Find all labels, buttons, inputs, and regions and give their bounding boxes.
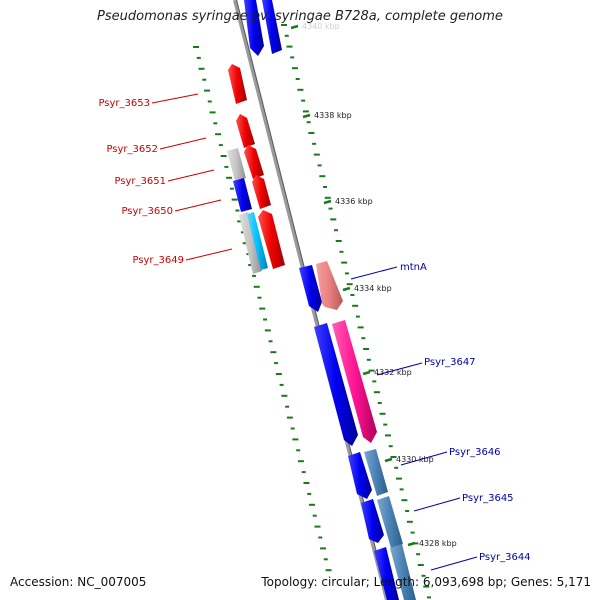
tick-label: 4330 kbp <box>396 455 434 464</box>
forward-strand-genes <box>244 0 416 600</box>
leader-psyr-3653 <box>151 93 199 104</box>
gene-label-psyr-3644[interactable]: Psyr_3644 <box>479 552 531 563</box>
gene-arrow-psyr-3651[interactable] <box>244 145 264 179</box>
gene-label-psyr-3653[interactable]: Psyr_3653 <box>98 98 150 109</box>
gene-arrow-blue-3[interactable] <box>348 452 372 499</box>
gc-skew-dots-left <box>193 46 332 572</box>
leader-psyr-3645 <box>413 497 461 512</box>
map-title: Pseudomonas syringae pv. syringae B728a,… <box>97 9 503 24</box>
gene-label-psyr-3645[interactable]: Psyr_3645 <box>462 493 514 504</box>
gene-arrow-top[interactable] <box>244 0 264 56</box>
tick-mark <box>384 457 393 463</box>
leader-psyr-3649 <box>185 248 233 261</box>
gene-labels: Psyr_3653 Psyr_3652 Psyr_3651 Psyr_3650 … <box>98 98 530 563</box>
gene-label-psyr-3651[interactable]: Psyr_3651 <box>114 176 166 187</box>
leader-mtna <box>350 266 398 280</box>
tick-label: 4334 kbp <box>354 284 392 293</box>
gene-block-cyan <box>247 212 268 270</box>
gene-block-gray-1 <box>227 148 246 181</box>
gene-block-psyr-3645 <box>377 496 403 548</box>
gc-skew-dots-right <box>281 24 432 599</box>
leader-psyr-3644 <box>430 556 478 571</box>
gene-block-psyr-3646 <box>364 449 388 496</box>
gene-block-blue-1 <box>233 178 252 212</box>
gene-block-blue-5 <box>374 547 399 600</box>
gene-arrow-blue-2[interactable] <box>314 323 358 446</box>
tick-mark <box>302 113 311 119</box>
tick-mark <box>290 24 299 30</box>
reverse-strand-genes <box>227 64 285 274</box>
tick-label: 4340 kbp <box>302 22 340 31</box>
gene-label-psyr-3647[interactable]: Psyr_3647 <box>424 357 476 368</box>
gene-label-psyr-3652[interactable]: Psyr_3652 <box>106 144 158 155</box>
leader-psyr-3652 <box>159 137 207 150</box>
tick-label: 4328 kbp <box>419 539 457 548</box>
leader-psyr-3651 <box>167 169 215 182</box>
gene-arrow-psyr-3649[interactable] <box>258 210 285 269</box>
tick-label: 4332 kbp <box>374 368 412 377</box>
gene-arrow-psyr-3650[interactable] <box>252 175 271 209</box>
leader-psyr-3646 <box>400 451 448 466</box>
gene-arrow-blue-4[interactable] <box>361 499 384 543</box>
accession-text: Accession: NC_007005 <box>10 575 147 589</box>
gene-block-psyr-3644 <box>390 544 416 600</box>
tick-mark <box>362 370 371 376</box>
gene-arrow-psyr-3652[interactable] <box>236 114 255 148</box>
gene-label-psyr-3650[interactable]: Psyr_3650 <box>121 206 173 217</box>
tick-label: 4338 kbp <box>314 111 352 120</box>
gene-arrow-psyr-3653[interactable] <box>228 64 247 104</box>
gene-label-psyr-3649[interactable]: Psyr_3649 <box>132 255 184 266</box>
gene-arrow-blue-1[interactable] <box>299 265 322 312</box>
gene-label-mtna[interactable]: mtnA <box>400 262 427 273</box>
leader-psyr-3650 <box>174 199 222 212</box>
genome-summary-text: Topology: circular; Length: 6,093,698 bp… <box>261 575 591 589</box>
gene-block-gray-2 <box>239 212 262 274</box>
tick-label: 4336 kbp <box>335 197 373 206</box>
leader-lines <box>151 93 478 571</box>
tick-mark <box>407 541 416 547</box>
tick-marks <box>290 24 416 547</box>
gene-label-psyr-3646[interactable]: Psyr_3646 <box>449 447 501 458</box>
tick-mark <box>323 199 332 205</box>
gene-arrow-mtna[interactable] <box>316 261 343 310</box>
gene-arrow-psyr-3647[interactable] <box>332 320 377 443</box>
tick-mark <box>342 286 351 292</box>
gene-block-top-2 <box>262 0 282 54</box>
leader-psyr-3647 <box>376 362 423 376</box>
tick-labels: 4340 kbp 4338 kbp 4336 kbp 4334 kbp 4332 kbp… <box>302 22 457 548</box>
